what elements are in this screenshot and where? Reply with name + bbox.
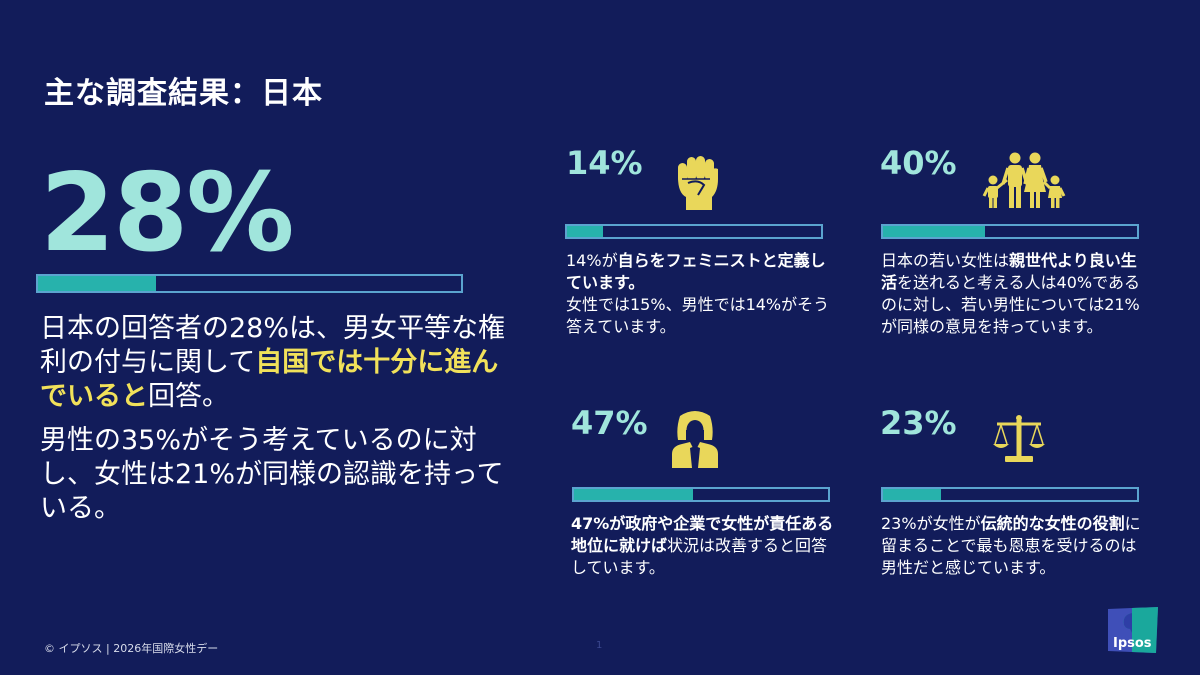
stat-better-life-text-post: を送れると考える人は40%であるのに対し、若い男性については21%が同様の意見を…: [881, 273, 1140, 336]
stat-feminist-progress-bar: [565, 224, 823, 239]
stat-feminist-value: 14%: [566, 144, 643, 182]
businesswoman-icon: [672, 410, 718, 468]
stat-feminist-progress-fill: [567, 226, 603, 237]
headline-progress-bar: [36, 274, 463, 293]
headline-description: 日本の回答者の28%は、男女平等な権利の付与に関して自国では十分に進んでいると回…: [40, 312, 510, 536]
stat-traditional-roles-text-post: に留まることで最も恩恵を受けるのは男性だと感じています。: [881, 514, 1141, 577]
stat-better-life-value: 40%: [880, 144, 957, 182]
stat-feminist-description: 14%が自らをフェミニストと定義しています。 女性では15%、男性では14%がそう…: [566, 250, 836, 338]
stat-better-life-progress-bar: [881, 224, 1139, 239]
stat-traditional-roles-text-pre: 23%が女性が: [881, 514, 981, 533]
stat-traditional-roles-description: 23%が女性が伝統的な女性の役割に留まることで最も恩恵を受けるのは男性だと感じて…: [881, 513, 1151, 579]
stat-leadership-progress-fill: [574, 489, 694, 500]
headline-paragraph-1: 日本の回答者の28%は、男女平等な権利の付与に関して自国では十分に進んでいると回…: [40, 312, 510, 414]
headline-highlight: 自国では十分に進んでいると: [40, 347, 499, 412]
scales-of-justice-icon: [993, 414, 1045, 468]
stat-better-life-progress-fill: [883, 226, 985, 237]
page-number: 1: [596, 640, 603, 651]
stat-leadership-progress-bar: [572, 487, 830, 502]
headline-text-pre: 日本の回答者の28%は、男女平等な権利の付与に関して: [40, 313, 506, 378]
stat-traditional-roles-text-bold: 伝統的な女性の役割: [980, 514, 1125, 533]
ipsos-logo-text: Ipsos: [1113, 636, 1152, 651]
stat-traditional-roles-progress-fill: [883, 489, 942, 500]
stat-better-life-description: 日本の若い女性は親世代より良い生活を送れると考える人は40%であるのに対し、若い…: [881, 250, 1151, 338]
stat-traditional-roles-progress-bar: [881, 487, 1139, 502]
stat-better-life-text-bold: 親世代より良い生活: [881, 251, 1137, 292]
ipsos-logo: Ipsos: [1108, 607, 1158, 653]
stat-traditional-roles-value: 23%: [880, 404, 957, 442]
raised-fist-icon: [676, 153, 720, 211]
headline-percentage: 28%: [40, 151, 295, 276]
page-title: 主な調査結果：日本: [44, 76, 323, 111]
stat-feminist-text-bold: 自らをフェミニストと定義しています。: [566, 251, 826, 292]
stat-leadership-text-bold: 47%が政府や企業で女性が責任ある地位に就けば: [571, 514, 834, 555]
family-icon: [982, 150, 1066, 210]
stat-leadership-value: 47%: [571, 404, 648, 442]
headline-text-post: 回答。: [148, 381, 229, 412]
stat-feminist-text-post: 女性では15%、男性では14%がそう答えています。: [566, 295, 830, 336]
stat-better-life-text-pre: 日本の若い女性は: [881, 251, 1010, 270]
headline-progress-fill: [38, 276, 157, 291]
headline-paragraph-2: 男性の35%がそう考えているのに対し、女性は21%が同様の認識を持っている。: [40, 425, 504, 524]
stat-leadership-description: 47%が政府や企業で女性が責任ある地位に就けば状況は改善すると回答しています。: [571, 513, 841, 579]
stat-feminist-text-pre: 14%が: [566, 251, 618, 270]
stat-leadership-text-post: 状況は改善すると回答しています。: [571, 536, 828, 577]
footer-copyright: © イプソス | 2026年国際女性デー: [44, 642, 219, 655]
